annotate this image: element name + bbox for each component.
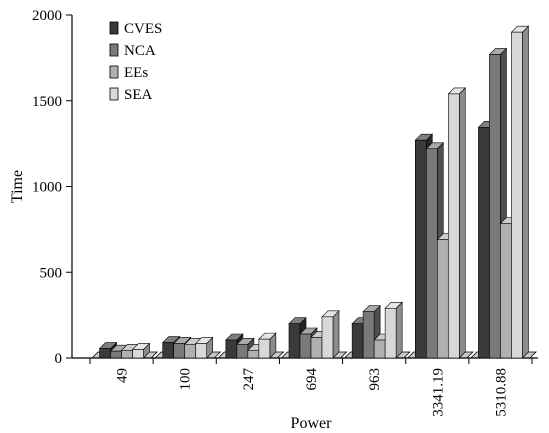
bar-front [436,239,449,359]
bar-front [299,333,312,359]
x-tick-label: 247 [241,368,257,391]
x-tick-label: 100 [178,368,194,391]
bar-front [500,223,512,359]
bar [131,342,151,359]
legend: CVES NCA EEs SEA [109,21,162,103]
bar [384,301,403,359]
x-tick-label: 49 [115,368,131,383]
bar-front [288,323,301,359]
x-tick-label: 694 [304,368,320,391]
y-tick-label: 1500 [32,94,62,110]
x-tick-label: 963 [367,368,383,391]
bar-front [511,31,523,359]
bar-side [458,87,466,359]
bar-front [310,337,323,359]
bar-side [395,301,403,359]
legend-swatch [109,87,119,101]
bar-front [247,349,260,359]
bar-front [321,316,334,359]
bar-front [447,93,460,359]
bar-front [99,348,111,359]
legend-swatch [109,65,119,79]
tick-labels: 0 500 1000 1500 2000 49 100 247 694 963 3341.19 531… [32,8,509,417]
bar-front [173,343,186,359]
x-tick-label: 3341.19 [430,368,446,417]
legend-item: EEs [109,65,148,81]
bar-front [132,349,144,359]
bar-front [258,338,271,359]
bar-front [478,127,490,359]
bar-front [351,323,364,359]
bar [321,310,340,359]
legend-swatch [109,43,119,57]
y-tick-label: 500 [40,265,63,281]
bar-front [195,343,208,359]
bar-front [425,148,438,359]
bar-front [162,342,175,359]
bar-front [184,343,197,359]
legend-item: CVES [109,21,162,37]
bar-front [110,350,122,359]
bar-front [384,307,397,359]
bar-front [362,311,375,359]
y-tick-label: 0 [55,351,63,367]
legend-swatch [109,21,119,35]
bar-front [414,139,427,359]
legend-item: SEA [109,87,153,103]
y-tick-label: 1000 [32,180,62,196]
y-tick-label: 2000 [32,8,62,24]
bar-front [121,349,133,359]
bar-front [489,54,501,359]
x-tick-label: 5310.88 [493,368,509,417]
legend-label: EEs [124,65,148,81]
bar-front [225,339,238,359]
legend-item: NCA [109,43,156,59]
bar [258,332,277,359]
legend-label: NCA [124,43,156,59]
y-axis-title: Time [9,170,26,203]
bar [194,336,214,359]
legend-label: CVES [124,21,162,37]
x-axis-title: Power [291,415,333,432]
bar-side [522,25,529,359]
bars [98,25,530,359]
bar-front [236,343,249,359]
bar [447,87,467,359]
legend-label: SEA [124,87,153,103]
bar-front [373,339,386,359]
bar-side [332,310,340,359]
bar [510,25,530,359]
